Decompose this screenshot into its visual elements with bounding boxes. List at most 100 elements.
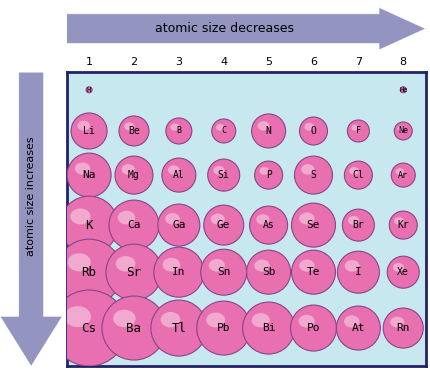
Text: P: P <box>266 170 272 180</box>
Ellipse shape <box>70 208 91 224</box>
Polygon shape <box>67 7 426 50</box>
Ellipse shape <box>301 164 314 175</box>
Text: S: S <box>310 170 316 180</box>
Text: Sb: Sb <box>262 267 275 277</box>
Ellipse shape <box>56 239 122 305</box>
Ellipse shape <box>201 249 247 295</box>
Text: Ar: Ar <box>398 171 408 179</box>
Ellipse shape <box>119 116 149 146</box>
Ellipse shape <box>211 213 225 225</box>
Text: Mg: Mg <box>128 170 140 180</box>
Ellipse shape <box>86 87 92 93</box>
Ellipse shape <box>291 305 337 351</box>
Ellipse shape <box>122 164 135 175</box>
Ellipse shape <box>254 259 270 272</box>
Text: Ba: Ba <box>126 322 141 334</box>
Text: Xe: Xe <box>397 267 409 277</box>
Ellipse shape <box>158 204 200 246</box>
Ellipse shape <box>124 122 135 131</box>
Ellipse shape <box>255 161 283 189</box>
Text: C: C <box>221 127 226 135</box>
Ellipse shape <box>68 253 91 271</box>
Text: Rn: Rn <box>396 323 410 333</box>
Text: Ga: Ga <box>172 220 186 230</box>
Ellipse shape <box>118 211 135 225</box>
Ellipse shape <box>166 118 192 144</box>
Text: 5: 5 <box>265 57 272 67</box>
Text: Ne: Ne <box>398 127 408 135</box>
Ellipse shape <box>204 205 244 245</box>
Text: I: I <box>355 267 362 277</box>
Text: Sn: Sn <box>217 267 230 277</box>
Text: Al: Al <box>173 170 185 180</box>
Ellipse shape <box>243 302 295 354</box>
Ellipse shape <box>390 317 404 327</box>
Text: Be: Be <box>128 126 140 136</box>
Ellipse shape <box>213 166 224 175</box>
Text: 3: 3 <box>175 57 182 67</box>
Text: Te: Te <box>307 267 320 277</box>
Ellipse shape <box>349 167 359 175</box>
Text: Se: Se <box>307 220 320 230</box>
Ellipse shape <box>106 244 162 300</box>
Ellipse shape <box>295 156 332 194</box>
Ellipse shape <box>165 213 180 225</box>
Ellipse shape <box>170 124 179 131</box>
Ellipse shape <box>109 200 159 250</box>
Polygon shape <box>0 72 62 366</box>
Ellipse shape <box>252 313 270 327</box>
Ellipse shape <box>168 165 180 175</box>
Ellipse shape <box>292 203 335 247</box>
Text: At: At <box>352 323 365 333</box>
Text: 2: 2 <box>130 57 138 67</box>
Text: Pb: Pb <box>217 323 230 333</box>
Ellipse shape <box>258 121 270 131</box>
Ellipse shape <box>260 167 269 175</box>
Text: 4: 4 <box>220 57 227 67</box>
Ellipse shape <box>212 119 236 143</box>
Ellipse shape <box>206 313 225 327</box>
Ellipse shape <box>67 153 111 197</box>
Ellipse shape <box>397 126 404 131</box>
Ellipse shape <box>338 251 379 293</box>
Ellipse shape <box>298 315 315 327</box>
Ellipse shape <box>209 259 225 272</box>
Text: Si: Si <box>218 170 230 180</box>
Ellipse shape <box>197 301 251 355</box>
Text: Na: Na <box>82 170 96 180</box>
Text: atomic size increases: atomic size increases <box>26 136 36 256</box>
Ellipse shape <box>151 300 207 356</box>
Ellipse shape <box>342 209 375 241</box>
Ellipse shape <box>345 260 359 272</box>
Ellipse shape <box>391 163 415 187</box>
Text: N: N <box>266 126 272 136</box>
Ellipse shape <box>393 263 404 272</box>
Ellipse shape <box>336 306 381 350</box>
Ellipse shape <box>347 120 369 142</box>
Ellipse shape <box>394 217 404 225</box>
Ellipse shape <box>383 308 423 348</box>
Text: Tl: Tl <box>171 322 186 334</box>
Text: Po: Po <box>307 323 320 333</box>
Ellipse shape <box>64 306 91 327</box>
Ellipse shape <box>163 258 180 272</box>
Text: He: He <box>399 87 408 93</box>
Ellipse shape <box>77 121 90 131</box>
Ellipse shape <box>292 250 335 294</box>
Text: Cl: Cl <box>353 170 364 180</box>
Text: Rb: Rb <box>82 266 97 279</box>
Ellipse shape <box>115 156 153 194</box>
Ellipse shape <box>71 113 107 149</box>
Text: In: In <box>172 267 186 277</box>
Ellipse shape <box>250 206 288 244</box>
Ellipse shape <box>348 216 359 225</box>
Ellipse shape <box>161 312 180 327</box>
Ellipse shape <box>389 211 417 239</box>
Text: Cs: Cs <box>82 322 97 334</box>
Ellipse shape <box>116 256 135 272</box>
Text: 6: 6 <box>310 57 317 67</box>
Ellipse shape <box>162 158 196 192</box>
Ellipse shape <box>75 162 90 175</box>
Ellipse shape <box>60 196 118 254</box>
Ellipse shape <box>351 125 359 131</box>
